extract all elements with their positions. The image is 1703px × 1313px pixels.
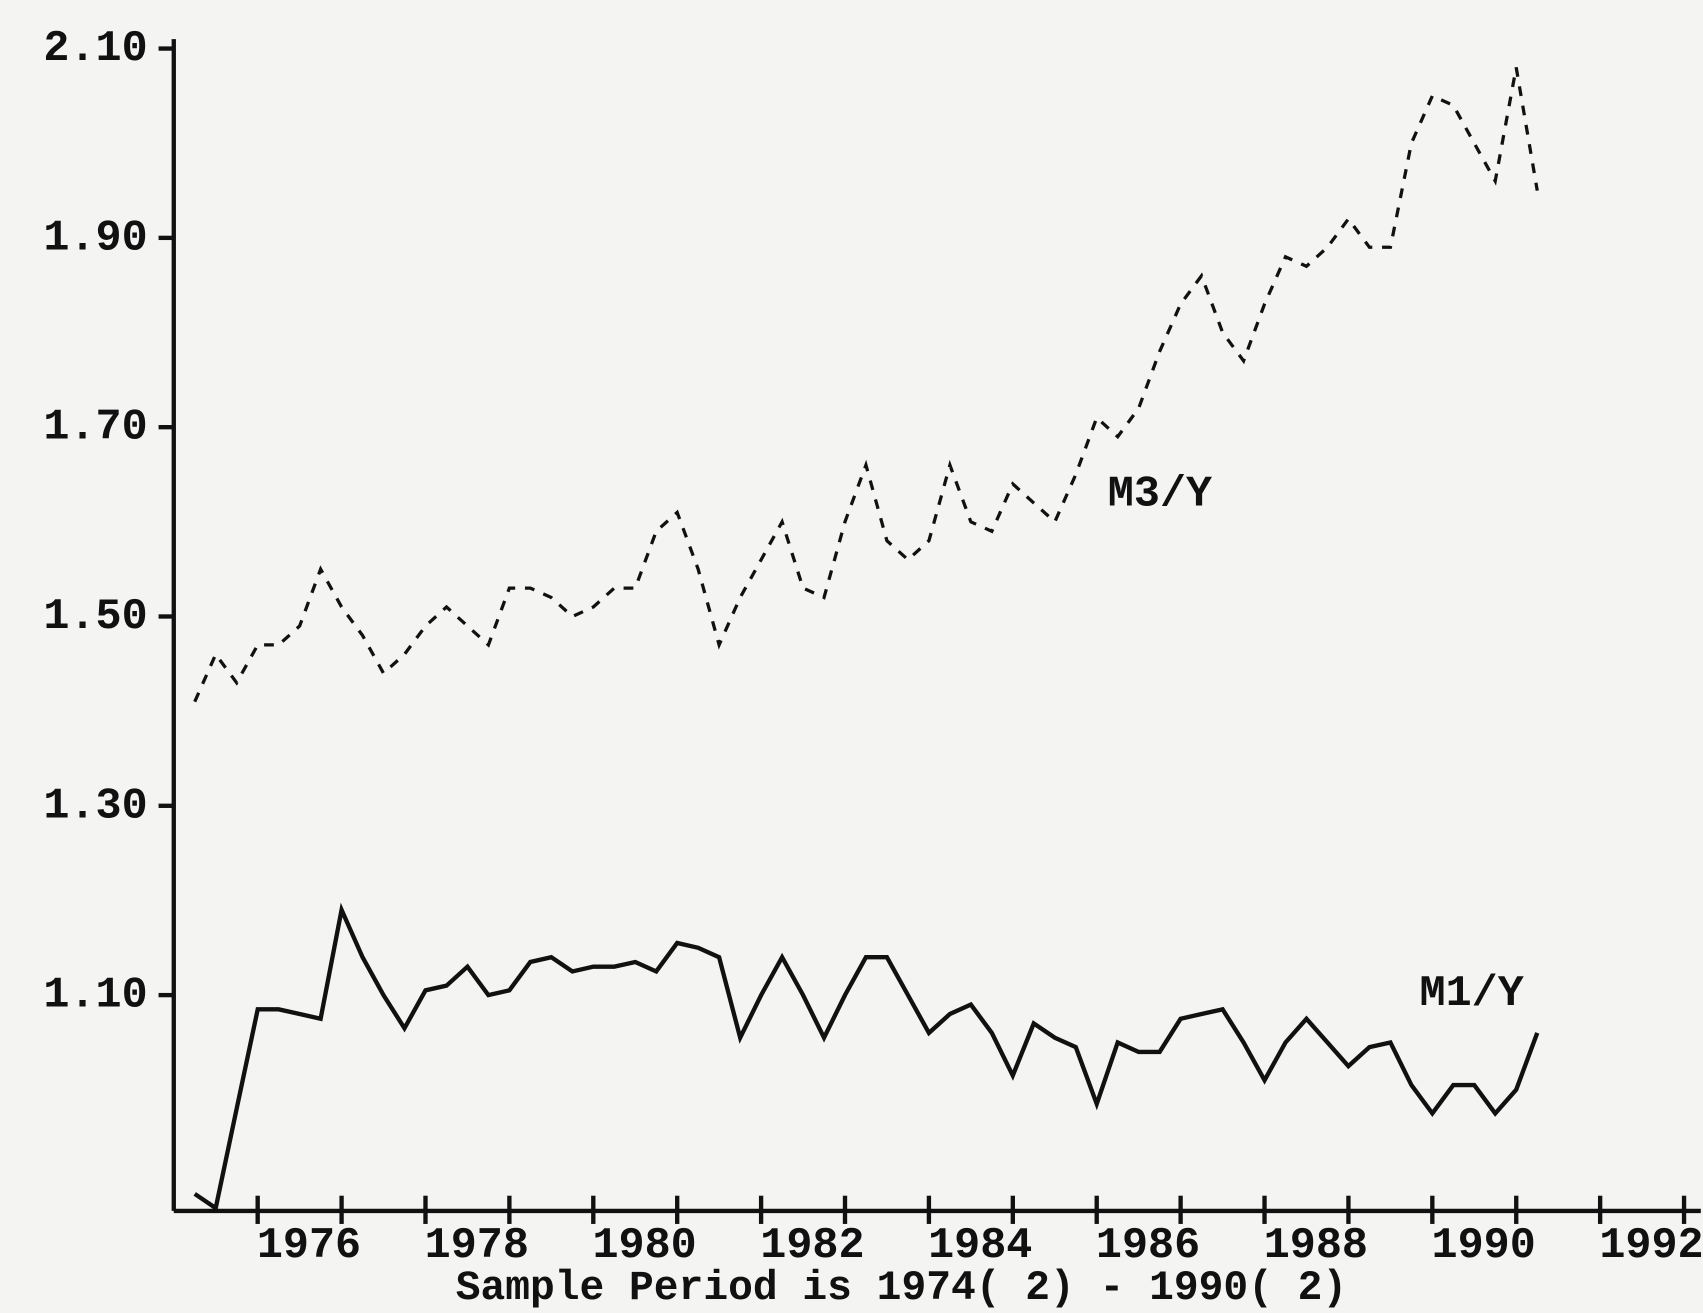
y-tick-label: 1.70: [43, 404, 147, 453]
x-tick-label: 1988: [1264, 1222, 1368, 1271]
y-tick-label: 1.30: [43, 782, 147, 831]
x-tick-label: 1982: [760, 1222, 864, 1271]
x-tick-label: 1976: [257, 1222, 361, 1271]
series-label: M3/Y: [1108, 471, 1212, 520]
y-tick-label: 1.90: [43, 214, 147, 263]
x-tick-label: 1980: [592, 1222, 696, 1271]
y-tick-label: 2.10: [43, 25, 147, 74]
series-line: [193, 902, 1540, 1212]
x-tick-label: 1978: [425, 1222, 529, 1271]
x-tick-label: 1992: [1599, 1222, 1703, 1271]
x-tick-label: 1986: [1096, 1222, 1200, 1271]
x-tick-label: 1984: [928, 1222, 1032, 1271]
y-tick-label: 1.10: [43, 972, 147, 1021]
x-axis-title: Sample Period is 1974( 2) - 1990( 2): [456, 1266, 1348, 1312]
x-tick-label: 1990: [1432, 1222, 1536, 1271]
series-line: [193, 67, 1539, 703]
series-label: M1/Y: [1420, 970, 1524, 1019]
y-tick-label: 1.50: [43, 593, 147, 642]
